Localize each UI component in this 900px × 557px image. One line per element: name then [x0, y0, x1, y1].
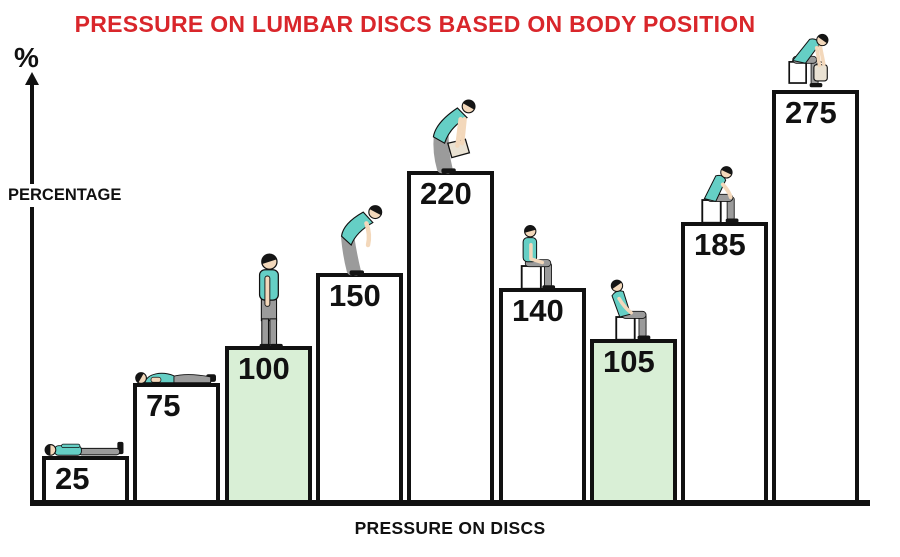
bar-standing-bent: 150: [316, 273, 403, 504]
figure-sitting-reclined-icon: [602, 273, 666, 344]
bar-sitting-forward: 185: [681, 222, 768, 504]
y-axis-label: PERCENTAGE: [8, 184, 127, 207]
bar-value-label: 105: [603, 344, 655, 379]
y-axis-percent-symbol: %: [14, 42, 39, 73]
bar-standing-bent-lifting: 220: [407, 171, 494, 504]
chart-title: PRESSURE ON LUMBAR DISCS BASED ON BODY P…: [74, 11, 756, 37]
bar-value-label: 75: [146, 388, 181, 423]
bar-value-label: 150: [329, 278, 381, 313]
figure-standing-bent-lifting-icon: [415, 84, 487, 176]
bar-value-label: 100: [238, 351, 290, 386]
figure-sitting-upright-icon: [511, 222, 575, 293]
bar-value-label: 275: [785, 95, 837, 130]
figure-sitting-forward-icon: [693, 156, 757, 227]
bar-value-label: 220: [420, 176, 472, 211]
bar-value-label: 25: [55, 461, 90, 496]
bar-lying-supine: 25: [42, 456, 129, 504]
bar-lying-side: 75: [133, 383, 220, 504]
bar-sitting-lifting: 275: [772, 90, 859, 504]
x-axis-line: [30, 500, 870, 506]
bar-sitting-reclined: 105: [590, 339, 677, 504]
bar-sitting-upright: 140: [499, 288, 586, 504]
y-axis-arrowhead-icon: [25, 72, 39, 85]
x-axis-label: PRESSURE ON DISCS: [354, 518, 546, 538]
y-axis-line: [30, 83, 34, 501]
figure-standing-bent-icon: [324, 188, 396, 278]
bar-value-label: 185: [694, 227, 746, 262]
bar-standing-upright: 100: [225, 346, 312, 504]
figure-sitting-lifting-icon: [783, 21, 849, 95]
bar-value-label: 140: [512, 293, 564, 328]
figure-standing-upright-icon: [237, 251, 300, 351]
